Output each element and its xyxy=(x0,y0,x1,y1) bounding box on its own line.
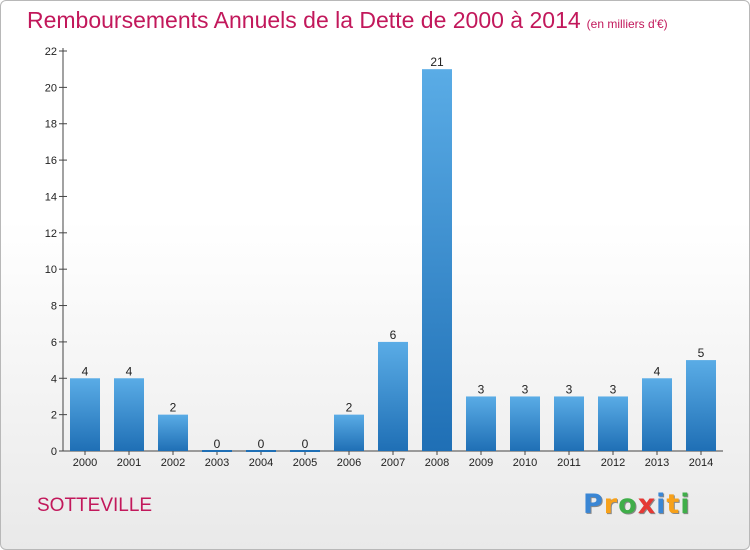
bar xyxy=(70,378,100,451)
y-tick-label: 16 xyxy=(45,155,57,167)
bar xyxy=(686,360,716,451)
logo-letter: P xyxy=(583,489,604,520)
bar-value-label: 0 xyxy=(258,437,265,451)
x-tick-label: 2014 xyxy=(689,457,713,469)
bar-value-label: 5 xyxy=(698,346,705,360)
y-tick-label: 18 xyxy=(45,119,57,131)
chart-subtitle: (en milliers d'€) xyxy=(586,17,668,31)
bar xyxy=(158,414,188,451)
y-tick-label: 2 xyxy=(51,410,57,422)
logo-letter: i xyxy=(656,489,667,520)
x-tick-label: 2013 xyxy=(645,457,669,469)
x-tick-label: 2011 xyxy=(557,457,581,469)
chart-bars xyxy=(70,69,716,452)
bar-value-label: 0 xyxy=(302,437,309,451)
y-tick-label: 14 xyxy=(45,191,57,203)
x-tick-label: 2004 xyxy=(249,457,273,469)
bar-value-label: 3 xyxy=(522,382,529,396)
x-tick-label: 2007 xyxy=(381,457,405,469)
bar-value-label: 4 xyxy=(654,364,661,378)
y-tick-label: 4 xyxy=(51,373,57,385)
y-tick-label: 20 xyxy=(45,82,57,94)
logo-letter: x xyxy=(637,489,657,520)
y-tick-label: 0 xyxy=(51,446,57,458)
bar-value-label: 0 xyxy=(214,437,221,451)
logo-letter: i xyxy=(680,489,691,520)
logo-letter: o xyxy=(618,489,638,520)
y-tick-label: 10 xyxy=(45,264,57,276)
bar xyxy=(554,396,584,451)
x-tick-label: 2005 xyxy=(293,457,317,469)
chart-title: Remboursements Annuels de la Dette de 20… xyxy=(27,7,668,34)
y-tick-label: 8 xyxy=(51,301,57,313)
y-tick-label: 12 xyxy=(45,228,57,240)
bar-value-label: 3 xyxy=(478,382,485,396)
chart-labels: 0246810121416182022420004200122002020030… xyxy=(45,46,713,469)
bar xyxy=(466,396,496,451)
x-tick-label: 2010 xyxy=(513,457,537,469)
logo-letter: t xyxy=(666,489,681,520)
x-tick-label: 2002 xyxy=(161,457,185,469)
x-tick-label: 2009 xyxy=(469,457,493,469)
bar-value-label: 2 xyxy=(170,401,177,415)
bar xyxy=(598,396,628,451)
chart-title-text: Remboursements Annuels de la Dette de 20… xyxy=(27,7,581,33)
x-tick-label: 2008 xyxy=(425,457,449,469)
bar-value-label: 3 xyxy=(610,382,617,396)
x-tick-label: 2003 xyxy=(205,457,229,469)
bar xyxy=(114,378,144,451)
bar-value-label: 4 xyxy=(82,364,89,378)
bar xyxy=(510,396,540,451)
y-tick-label: 22 xyxy=(45,46,57,58)
bar-value-label: 6 xyxy=(390,328,397,342)
city-name: SOTTEVILLE xyxy=(37,495,153,516)
bar-value-label: 21 xyxy=(430,55,444,69)
x-tick-label: 2001 xyxy=(117,457,141,469)
bar xyxy=(378,341,408,451)
x-tick-label: 2000 xyxy=(73,457,97,469)
x-tick-label: 2006 xyxy=(337,457,361,469)
bar xyxy=(334,414,364,451)
bar-value-label: 4 xyxy=(126,364,133,378)
bar xyxy=(642,378,672,451)
y-tick-label: 6 xyxy=(51,337,57,349)
bar-value-label: 2 xyxy=(346,401,353,415)
proxiti-logo: Proxiti xyxy=(583,489,691,520)
logo-letter: r xyxy=(603,489,619,520)
bar-value-label: 3 xyxy=(566,382,573,396)
x-tick-label: 2012 xyxy=(601,457,625,469)
bar xyxy=(422,69,452,451)
